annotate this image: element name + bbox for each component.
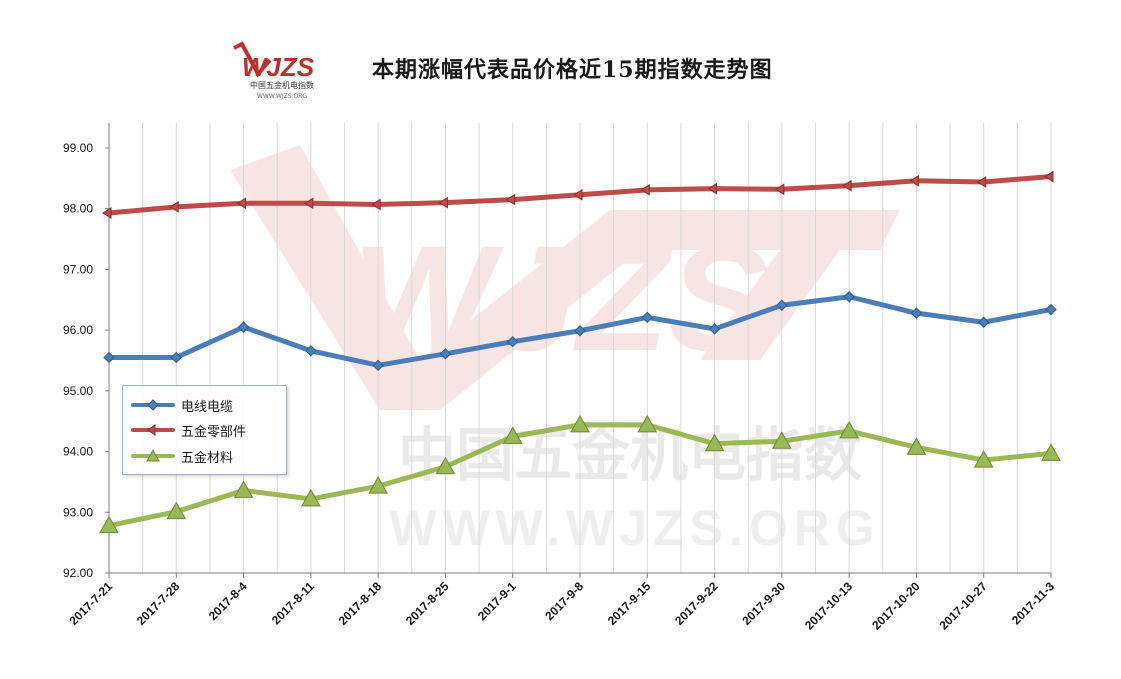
data-point-series-2 xyxy=(774,183,785,196)
data-point-series-1 xyxy=(708,323,721,335)
vertical-gridlines xyxy=(142,123,1052,573)
y-tick-label: 94.00 xyxy=(63,445,93,459)
data-point-series-1 xyxy=(170,351,182,364)
data-point-series-3 xyxy=(772,431,792,449)
data-point-series-2 xyxy=(976,176,987,188)
data-point-series-3 xyxy=(704,433,725,452)
logo-text: WJZS xyxy=(242,52,315,82)
data-point-series-1 xyxy=(910,307,923,319)
wjzs-logo: WJZS 中国五金机电指数 WWW.WJZS.ORG xyxy=(228,40,328,102)
data-point-series-3 xyxy=(99,515,119,534)
x-tick-label: 2017-8-11 xyxy=(269,579,317,627)
x-axis-ticks: 2017-7-21 2017-7-28 2017-8-4 2017-8-11 2017-… xyxy=(67,573,1057,633)
data-point-series-2 xyxy=(707,182,718,195)
x-tick-label: 2017-10-13 xyxy=(802,579,856,633)
x-tick-label: 2017-9-15 xyxy=(605,579,654,628)
x-tick-label: 2017-9-22 xyxy=(672,579,721,628)
y-tick-label: 97.00 xyxy=(63,262,93,276)
data-point-series-2 xyxy=(303,197,314,210)
data-point-series-3 xyxy=(435,456,456,475)
data-point-series-1 xyxy=(776,299,788,311)
data-point-series-3 xyxy=(233,480,254,498)
y-axis-ticks: 92.00 93.00 94.00 95.00 96.00 97.00 98.00 99.00 xyxy=(63,141,109,580)
data-point-series-1 xyxy=(507,335,519,348)
data-point-series-3 xyxy=(973,450,994,468)
data-point-series-3 xyxy=(637,414,658,433)
data-point-series-2 xyxy=(371,198,381,211)
legend-label-series-3: 五金材料 xyxy=(181,451,234,466)
legend-item-series-2: 五金零部件 xyxy=(123,419,286,441)
y-tick-label: 99.00 xyxy=(63,141,93,155)
data-point-series-1 xyxy=(641,311,653,324)
data-point-series-1 xyxy=(843,291,855,303)
data-point-series-3 xyxy=(301,488,321,507)
x-tick-label: 2017-7-21 xyxy=(67,579,116,628)
data-point-series-1 xyxy=(978,316,990,328)
data-point-series-1 xyxy=(439,348,452,360)
x-tick-label: 2017-8-4 xyxy=(206,579,250,623)
x-tick-label: 2017-9-8 xyxy=(542,579,586,623)
data-point-series-3 xyxy=(502,426,523,444)
data-point-series-2 xyxy=(842,179,852,192)
x-tick-label: 2017-9-30 xyxy=(739,579,788,628)
data-point-series-1 xyxy=(574,325,586,337)
data-point-series-3 xyxy=(368,476,388,494)
data-point-series-3 xyxy=(1041,443,1061,461)
data-point-series-3 xyxy=(166,501,187,520)
legend-item-series-3: 五金材料 xyxy=(123,445,286,467)
watermark: WJZS 中国五金机电指数 WWW.WJZS.ORG xyxy=(230,145,900,556)
legend-label-series-2: 五金零部件 xyxy=(181,425,247,440)
data-point-series-2 xyxy=(640,183,650,196)
legend: 电线电缆 五金零部件 五金材料 xyxy=(122,385,287,475)
y-tick-label: 92.00 xyxy=(63,566,93,580)
data-point-series-2 xyxy=(909,174,919,187)
data-point-series-1 xyxy=(103,351,115,364)
data-point-series-2 xyxy=(102,207,112,219)
legend-label-series-1: 电线电缆 xyxy=(181,400,234,415)
legend-item-series-1: 电线电缆 xyxy=(123,394,286,416)
data-point-series-3 xyxy=(906,437,927,455)
y-tick-label: 95.00 xyxy=(63,384,93,398)
y-tick-label: 96.00 xyxy=(63,323,93,337)
chart-title: 本期涨幅代表品价格近15期指数走势图 xyxy=(372,57,773,83)
x-tick-label: 2017-11-3 xyxy=(1009,579,1057,627)
data-point-series-2 xyxy=(573,188,583,201)
data-point-series-1 xyxy=(1045,303,1057,316)
series-group xyxy=(99,170,1061,534)
watermark-logo-text: WJZS xyxy=(352,214,769,382)
data-point-series-1 xyxy=(372,359,384,372)
data-point-series-2 xyxy=(505,193,516,206)
data-point-series-2 xyxy=(169,200,179,213)
data-point-series-1 xyxy=(305,345,317,357)
x-tick-label: 2017-7-28 xyxy=(134,579,183,628)
x-tick-label: 2017-9-1 xyxy=(475,579,519,623)
watermark-url-text: WWW.WJZS.ORG xyxy=(389,500,880,556)
data-point-series-1 xyxy=(237,321,250,333)
y-tick-label: 93.00 xyxy=(63,505,93,519)
data-point-series-3 xyxy=(839,420,859,439)
data-point-series-2 xyxy=(438,196,448,209)
logo-url: WWW.WJZS.ORG xyxy=(257,93,307,100)
data-point-series-2 xyxy=(236,197,247,210)
x-tick-label: 2017-10-27 xyxy=(937,579,991,633)
x-tick-label: 2017-10-20 xyxy=(869,579,923,633)
data-point-series-2 xyxy=(1044,170,1054,183)
logo-subtitle: 中国五金机电指数 xyxy=(250,80,314,90)
x-tick-label: 2017-8-25 xyxy=(403,579,452,628)
y-tick-label: 98.00 xyxy=(63,202,93,216)
data-point-series-3 xyxy=(570,414,590,433)
x-tick-label: 2017-8-18 xyxy=(336,579,385,628)
